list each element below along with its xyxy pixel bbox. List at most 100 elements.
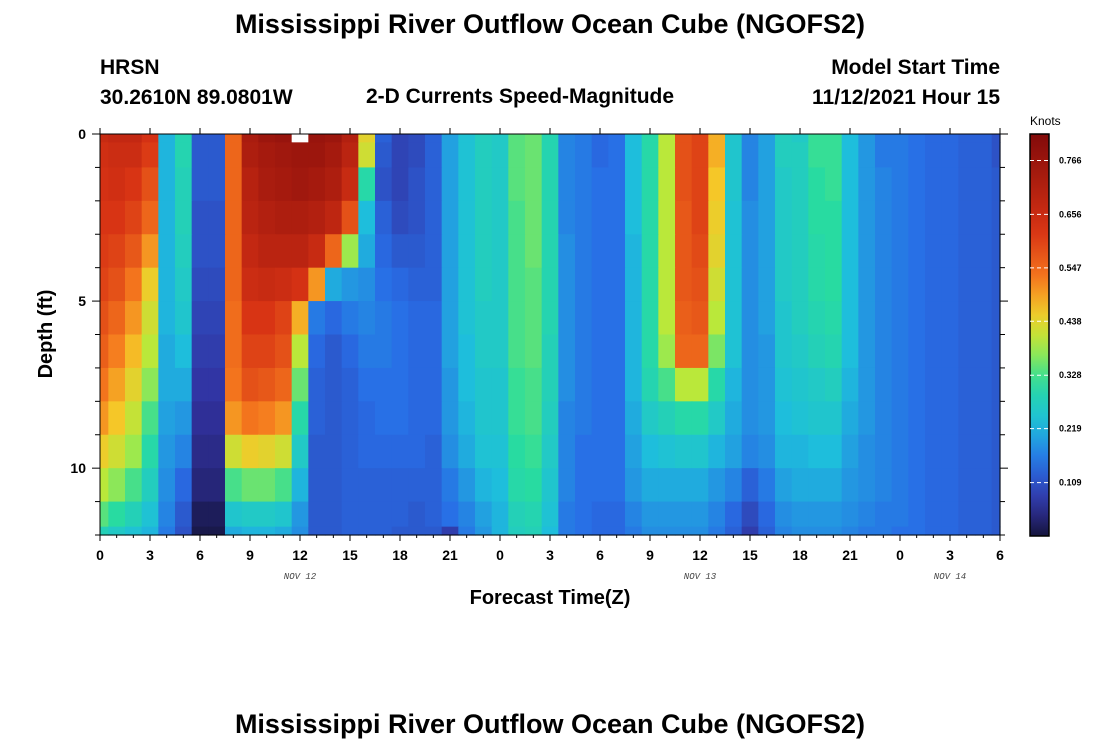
heatmap-cell [775,267,793,302]
heatmap-cell [125,526,143,536]
heatmap-cell [908,167,926,202]
heatmap-cell [275,401,293,436]
heatmap-cell [808,301,826,336]
heatmap-cell [208,501,226,528]
heatmap-cell [391,167,409,202]
heatmap-cell [358,167,376,202]
heatmap-cell [575,526,593,536]
heatmap-cell [291,468,309,503]
heatmap-cell [991,142,1001,169]
x-tick-label: 12 [292,547,308,563]
heatmap-cell [591,468,609,503]
heatmap-cell [175,434,193,469]
heatmap-cell [725,134,743,143]
heatmap-cell [708,434,726,469]
heatmap-cell [841,526,859,536]
heatmap-cell [725,200,743,235]
heatmap-cell [325,234,343,269]
heatmap-cell [475,401,493,436]
heatmap-cell [158,301,176,336]
heatmap-cell [175,367,193,402]
heatmap-cell [525,234,543,269]
heatmap-cell [241,334,259,369]
colorbar-tick-label: 0.328 [1059,370,1082,380]
heatmap-cell [858,167,876,202]
heatmap-cell [408,401,426,436]
heatmap-cell [691,526,709,536]
heatmap-cell [508,267,526,302]
heatmap-cell [641,301,659,336]
x-axis-title: Forecast Time(Z) [470,587,631,609]
heatmap-cell [825,434,843,469]
heatmap-cell [558,142,576,169]
heatmap-cell [958,301,976,336]
x-tick-label: 21 [442,547,458,563]
colorbar-tick-label: 0.109 [1059,478,1082,488]
heatmap-cell [825,501,843,528]
heatmap-cell [675,167,693,202]
heatmap-cell [775,200,793,235]
heatmap-cell [691,334,709,369]
heatmap-cell [441,267,459,302]
heatmap-cell [825,367,843,402]
heatmap-cell [758,142,776,169]
heatmap-cell [541,142,559,169]
heatmap-cell [908,200,926,235]
heatmap-cell [358,526,376,536]
heatmap-cell [191,234,209,269]
heatmap-cell [325,367,343,402]
heatmap-cell [100,167,109,202]
heatmap-cell [175,501,193,528]
heatmap-cell [191,301,209,336]
heatmap-cell [958,468,976,503]
heatmap-cell [425,334,443,369]
heatmap-cell [158,334,176,369]
heatmap-cell [100,501,109,528]
colorbar-tick-label: 0.219 [1059,424,1082,434]
heatmap-cell [925,401,943,436]
heatmap-cell [225,200,243,235]
heatmap-cell [741,367,759,402]
heatmap-cell [125,468,143,503]
heatmap-cell [858,468,876,503]
heatmap-cell [258,234,276,269]
heatmap-cell [225,301,243,336]
heatmap-cell [591,367,609,402]
heatmap-cell [525,526,543,536]
heatmap-cell [475,142,493,169]
heatmap-cell [608,526,626,536]
heatmap-cell [258,167,276,202]
heatmap-cell [341,367,359,402]
x-tick-label: 0 [896,547,904,563]
heatmap-cell [458,200,476,235]
heatmap-cell [508,200,526,235]
heatmap-cell [241,501,259,528]
heatmap-cell [991,167,1001,202]
heatmap-cell [458,367,476,402]
heatmap-cell [458,526,476,536]
heatmap-cell [425,434,443,469]
heatmap-cell [225,234,243,269]
heatmap-cell [425,468,443,503]
heatmap-cell [541,501,559,528]
heatmap-cell [158,167,176,202]
heatmap-cell [525,434,543,469]
heatmap-cell [941,501,959,528]
heatmap-cell [975,501,993,528]
heatmap-cell [941,267,959,302]
heatmap-cell [775,301,793,336]
heatmap-cell [308,200,326,235]
heatmap-cell [608,468,626,503]
heatmap-cell [391,134,409,143]
heatmap-cell [758,334,776,369]
heatmap-cell [941,234,959,269]
heatmap-cell [725,401,743,436]
heatmap-cell [508,401,526,436]
heatmap-cell [208,142,226,169]
heatmap-cell [641,367,659,402]
heatmap-cell [525,401,543,436]
heatmap-cell [575,434,593,469]
heatmap-cell [625,401,643,436]
heatmap-cell [575,367,593,402]
heatmap-cell [258,434,276,469]
